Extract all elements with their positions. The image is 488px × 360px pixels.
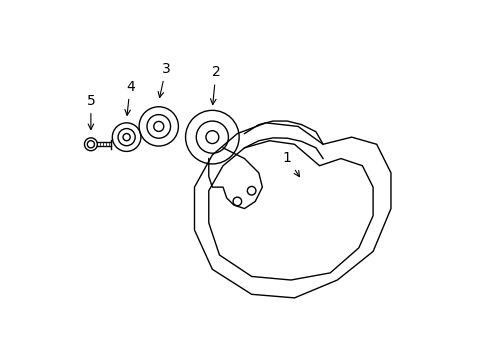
Text: 4: 4	[124, 80, 134, 115]
Text: 3: 3	[158, 62, 170, 98]
Text: 5: 5	[86, 94, 95, 130]
Text: 2: 2	[210, 66, 220, 104]
Text: 1: 1	[283, 151, 299, 177]
